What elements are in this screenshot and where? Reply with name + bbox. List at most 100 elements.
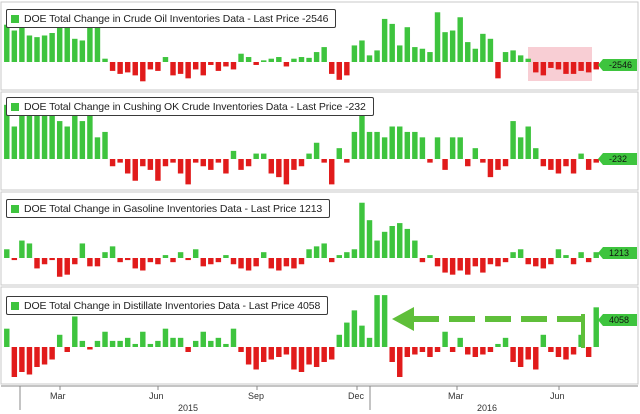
- bar: [253, 347, 259, 370]
- bar: [162, 57, 169, 62]
- bar: [321, 243, 327, 258]
- bar: [563, 347, 569, 360]
- bar: [208, 340, 214, 347]
- bar: [434, 137, 441, 159]
- bar: [200, 159, 206, 167]
- bar: [578, 153, 584, 159]
- bar: [533, 148, 539, 159]
- bar: [87, 258, 93, 267]
- bar: [389, 226, 395, 258]
- bar: [177, 62, 184, 74]
- bar: [563, 62, 569, 74]
- arrow-head: [392, 307, 414, 331]
- crude-oil-legend-swatch: [11, 14, 19, 23]
- bar: [336, 334, 342, 347]
- bar: [510, 50, 516, 62]
- bar: [298, 347, 305, 372]
- bar: [124, 337, 131, 347]
- bar: [374, 50, 380, 62]
- panel-frame: [0, 191, 639, 286]
- bar: [540, 159, 547, 167]
- bar: [177, 252, 184, 258]
- bar: [329, 258, 335, 263]
- bar: [329, 347, 335, 360]
- bar: [283, 159, 290, 185]
- bar: [64, 22, 70, 62]
- bar: [41, 99, 48, 159]
- bar: [11, 347, 18, 377]
- bar: [427, 347, 433, 357]
- bar: [434, 12, 441, 62]
- bar: [548, 347, 554, 352]
- bar: [540, 62, 547, 76]
- bar: [465, 258, 471, 275]
- distillate-price-tag: 4058: [598, 314, 637, 326]
- bar: [321, 347, 327, 362]
- bar: [208, 62, 214, 65]
- bar: [548, 159, 554, 170]
- bar: [245, 258, 252, 271]
- bar: [351, 310, 358, 347]
- bar: [578, 62, 584, 71]
- x-tick-label: Mar: [448, 391, 464, 401]
- bar: [585, 159, 592, 170]
- bar: [502, 258, 509, 263]
- bar: [276, 159, 282, 178]
- x-tick-label: Jun: [550, 391, 565, 401]
- bar: [56, 121, 63, 159]
- bar: [427, 255, 433, 258]
- bar: [155, 258, 161, 265]
- bar: [374, 240, 380, 258]
- bar: [192, 249, 199, 258]
- bar: [502, 52, 509, 62]
- bar: [366, 131, 373, 159]
- bar: [472, 48, 479, 62]
- bar: [366, 55, 373, 62]
- bar: [268, 58, 274, 62]
- bar: [502, 337, 509, 347]
- bar: [94, 340, 101, 347]
- bar: [449, 30, 456, 62]
- bar: [155, 159, 161, 181]
- bar: [223, 62, 229, 67]
- bar: [49, 347, 55, 360]
- bar: [41, 35, 48, 62]
- bar: [11, 258, 18, 261]
- bar: [359, 325, 365, 347]
- bar: [472, 148, 479, 159]
- bar: [4, 24, 10, 62]
- bar: [570, 159, 577, 174]
- bar: [283, 62, 290, 67]
- bar: [487, 258, 494, 265]
- bar: [230, 150, 237, 160]
- bar: [359, 202, 365, 258]
- bar: [109, 159, 116, 167]
- bar: [260, 153, 267, 159]
- bar: [41, 258, 48, 265]
- bar: [72, 110, 78, 159]
- bar: [132, 159, 138, 181]
- bar: [517, 249, 524, 258]
- bar: [306, 57, 312, 62]
- bar: [11, 30, 18, 62]
- bar: [517, 347, 524, 367]
- bar: [147, 343, 154, 347]
- bar: [79, 340, 86, 347]
- bar: [495, 258, 501, 267]
- bar: [344, 159, 350, 163]
- bar: [344, 322, 350, 347]
- bar: [525, 58, 531, 62]
- bar: [41, 347, 48, 365]
- x-tick-label: Mar: [50, 391, 66, 401]
- bar: [192, 340, 199, 347]
- bar: [351, 131, 358, 159]
- bar: [26, 347, 33, 375]
- bar: [313, 142, 320, 159]
- bar: [87, 27, 93, 62]
- bar: [585, 258, 592, 263]
- bar: [200, 62, 206, 76]
- bar: [102, 331, 108, 347]
- bar: [72, 38, 78, 62]
- bar: [313, 52, 320, 62]
- bar: [321, 47, 327, 62]
